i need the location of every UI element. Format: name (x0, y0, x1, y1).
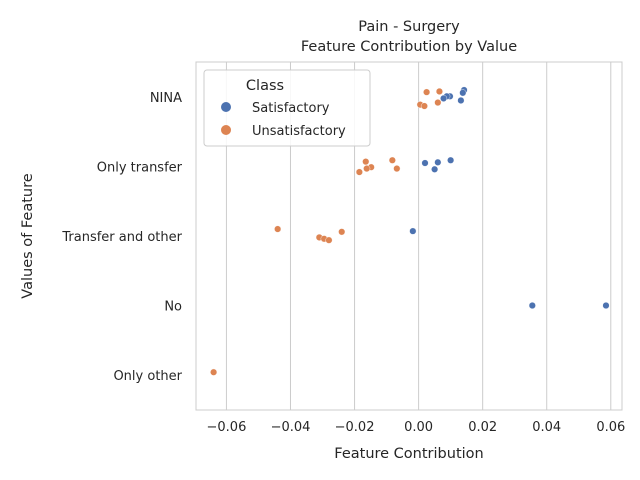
x-tick-label: 0.06 (596, 420, 625, 435)
x-tick-label: −0.04 (271, 420, 311, 435)
x-tick-label: −0.02 (335, 420, 375, 435)
legend-marker-unsatisfactory (221, 125, 231, 135)
x-axis-ticks: −0.06 −0.04 −0.02 0.00 0.02 0.04 0.06 (207, 420, 626, 435)
point-unsatisfactory (388, 156, 396, 164)
point-unsatisfactory (325, 236, 333, 244)
y-axis-ticks: NINA Only transfer Transfer and other No Onl… (61, 91, 182, 384)
point-unsatisfactory (362, 158, 370, 166)
y-tick-label-transfer-and-other: Transfer and other (61, 230, 182, 245)
legend-label-unsatisfactory: Unsatisfactory (252, 124, 346, 139)
plot-frame (195, 61, 623, 411)
point-satisfactory (528, 302, 536, 310)
point-unsatisfactory (434, 99, 442, 107)
point-unsatisfactory (274, 225, 282, 233)
point-unsatisfactory (435, 87, 443, 95)
y-axis-label: Values of Feature (20, 173, 36, 298)
point-unsatisfactory (210, 368, 218, 376)
legend-label-satisfactory: Satisfactory (252, 101, 330, 116)
point-satisfactory (434, 158, 442, 166)
x-tick-label: −0.06 (207, 420, 247, 435)
point-unsatisfactory (363, 165, 371, 173)
legend-title: Class (246, 78, 284, 94)
point-unsatisfactory (338, 228, 346, 236)
point-satisfactory (440, 94, 448, 102)
point-unsatisfactory (393, 165, 401, 173)
x-tick-label: 0.02 (468, 420, 497, 435)
point-satisfactory (409, 227, 417, 235)
y-tick-label-only-other: Only other (113, 369, 182, 384)
data-points (210, 86, 610, 376)
point-unsatisfactory (420, 102, 428, 110)
y-tick-label-no: No (164, 300, 182, 315)
y-tick-label-nina: NINA (150, 91, 182, 106)
point-satisfactory (447, 156, 455, 164)
x-tick-label: 0.00 (404, 420, 433, 435)
point-unsatisfactory (355, 168, 363, 176)
point-satisfactory (602, 302, 610, 310)
point-satisfactory (421, 159, 429, 167)
point-satisfactory (457, 96, 465, 104)
point-satisfactory (431, 165, 439, 173)
x-axis-label: Feature Contribution (334, 446, 483, 462)
legend-marker-satisfactory (221, 102, 231, 112)
legend: Class Satisfactory Unsatisfactory (203, 69, 371, 147)
y-tick-label-only-transfer: Only transfer (97, 161, 183, 176)
chart-title-line-1: Pain - Surgery (358, 19, 460, 35)
legend-box (203, 69, 371, 147)
chart-title-line-2: Feature Contribution by Value (301, 39, 517, 55)
point-unsatisfactory (423, 88, 431, 96)
x-tick-label: 0.04 (532, 420, 561, 435)
point-satisfactory (459, 89, 467, 97)
